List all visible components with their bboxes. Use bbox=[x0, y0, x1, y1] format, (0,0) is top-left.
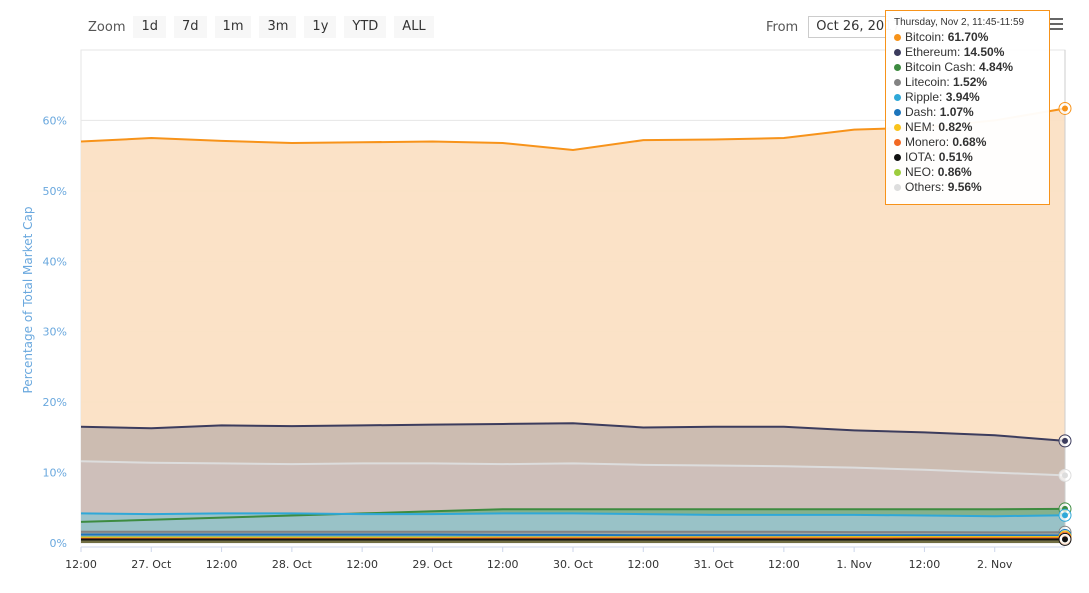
axes: 0% 10% 20% 30% 40% 50% 60% Percentage of Total … bbox=[21, 114, 1065, 571]
tooltip-series-name: Dash bbox=[905, 105, 934, 119]
from-label: From bbox=[766, 19, 799, 35]
tooltip: Thursday, Nov 2, 11:45-11:59 Bitcoin: 61… bbox=[885, 10, 1050, 205]
line-dash bbox=[81, 533, 1066, 537]
zoom-toolbar: Zoom 1d 7d 1m 3m 1y YTD ALL bbox=[88, 16, 442, 38]
legend-dot-icon bbox=[894, 139, 901, 146]
x-tick-label: 12:00 bbox=[909, 558, 941, 571]
x-tick-label: 28. Oct bbox=[272, 558, 313, 571]
x-tick-label: 12:00 bbox=[65, 558, 97, 571]
zoom-1d-button[interactable]: 1d bbox=[133, 16, 167, 38]
x-tick-label: 1. Nov bbox=[836, 558, 872, 571]
tooltip-row-others: Others: 9.56% bbox=[894, 180, 1041, 195]
tooltip-row-neo: NEO: 0.86% bbox=[894, 165, 1041, 180]
x-tick-label: 2. Nov bbox=[977, 558, 1013, 571]
tooltip-series-name: Bitcoin bbox=[905, 30, 942, 44]
x-tick-label: 12:00 bbox=[487, 558, 519, 571]
tooltip-series-name: Bitcoin Cash bbox=[905, 60, 973, 74]
tooltip-series-value: 1.52% bbox=[953, 75, 988, 89]
tooltip-row-ethereum: Ethereum: 14.50% bbox=[894, 45, 1041, 60]
tooltip-series-name: IOTA bbox=[905, 150, 933, 164]
zoom-3m-button[interactable]: 3m bbox=[259, 16, 297, 38]
tooltip-series-value: 14.50% bbox=[963, 45, 1005, 59]
y-tick-label: 50% bbox=[43, 185, 67, 198]
legend-dot-icon bbox=[894, 49, 901, 56]
line-litecoin bbox=[81, 530, 1066, 534]
tooltip-series-value: 9.56% bbox=[947, 180, 982, 194]
tooltip-row-dash: Dash: 1.07% bbox=[894, 105, 1041, 120]
tooltip-row-bitcoin: Bitcoin: 61.70% bbox=[894, 30, 1041, 45]
tooltip-series-value: 0.51% bbox=[938, 150, 973, 164]
y-axis-title: Percentage of Total Market Cap bbox=[21, 207, 35, 394]
line-ethereum bbox=[80, 422, 1066, 442]
x-tick-label: 12:00 bbox=[768, 558, 800, 571]
x-tick-label: 27. Oct bbox=[131, 558, 172, 571]
tooltip-series-name: Litecoin bbox=[905, 75, 947, 89]
line-others bbox=[80, 460, 1066, 477]
legend-dot-icon bbox=[894, 169, 901, 176]
point-marker-core bbox=[1062, 105, 1068, 112]
x-tick-label: 12:00 bbox=[346, 558, 378, 571]
tooltip-row-monero: Monero: 0.68% bbox=[894, 135, 1041, 150]
legend-dot-icon bbox=[894, 34, 901, 41]
zoom-label: Zoom bbox=[88, 19, 126, 35]
tooltip-series-value: 0.68% bbox=[952, 135, 987, 149]
tooltip-series-value: 0.86% bbox=[937, 165, 972, 179]
y-tick-label: 10% bbox=[43, 467, 67, 480]
x-tick-label: 12:00 bbox=[627, 558, 659, 571]
hamburger-menu-icon[interactable] bbox=[1049, 18, 1063, 32]
tooltip-series-name: Ripple bbox=[905, 90, 940, 104]
tooltip-row-bitcoin-cash: Bitcoin Cash: 4.84% bbox=[894, 60, 1041, 75]
date-range-from: From Oct 26, 2017 bbox=[766, 16, 945, 38]
line-ripple bbox=[80, 512, 1066, 518]
tooltip-series-value: 3.94% bbox=[945, 90, 980, 104]
legend-dot-icon bbox=[894, 184, 901, 191]
y-tick-label: 60% bbox=[43, 114, 67, 127]
legend-dot-icon bbox=[894, 64, 901, 71]
legend-dot-icon bbox=[894, 154, 901, 161]
tooltip-row-ripple: Ripple: 3.94% bbox=[894, 90, 1041, 105]
zoom-7d-button[interactable]: 7d bbox=[174, 16, 207, 38]
y-tick-label: 30% bbox=[43, 326, 67, 339]
tooltip-series-name: NEM bbox=[905, 120, 932, 134]
y-tick-label: 0% bbox=[50, 537, 67, 550]
zoom-ytd-button[interactable]: YTD bbox=[344, 16, 387, 38]
tooltip-series-name: NEO bbox=[905, 165, 932, 179]
tooltip-series-value: 1.07% bbox=[939, 105, 974, 119]
x-tick-label: 12:00 bbox=[206, 558, 238, 571]
y-tick-label: 40% bbox=[43, 255, 67, 268]
tooltip-series-value: 0.82% bbox=[938, 120, 973, 134]
zoom-all-button[interactable]: ALL bbox=[394, 16, 434, 38]
y-tick-label: 20% bbox=[43, 396, 67, 409]
legend-dot-icon bbox=[894, 94, 901, 101]
legend-dot-icon bbox=[894, 124, 901, 131]
tooltip-time: Thursday, Nov 2, 11:45-11:59 bbox=[894, 17, 1025, 28]
tooltip-series-value: 61.70% bbox=[947, 30, 989, 44]
point-marker-core bbox=[1062, 512, 1068, 519]
x-tick-label: 31. Oct bbox=[694, 558, 735, 571]
point-marker-core bbox=[1062, 472, 1068, 479]
tooltip-row-iota: IOTA: 0.51% bbox=[894, 150, 1041, 165]
tooltip-row-nem: NEM: 0.82% bbox=[894, 120, 1041, 135]
x-tick-label: 29. Oct bbox=[412, 558, 453, 571]
hover-markers bbox=[1058, 50, 1072, 546]
zoom-1m-button[interactable]: 1m bbox=[214, 16, 252, 38]
tooltip-series-name: Ethereum bbox=[905, 45, 958, 59]
zoom-1y-button[interactable]: 1y bbox=[304, 16, 337, 38]
legend-dot-icon bbox=[894, 79, 901, 86]
line-bitcoin-cash bbox=[80, 507, 1066, 523]
point-marker-core bbox=[1062, 437, 1068, 444]
legend-dot-icon bbox=[894, 109, 901, 116]
tooltip-series-value: 4.84% bbox=[979, 60, 1014, 74]
tooltip-row-litecoin: Litecoin: 1.52% bbox=[894, 75, 1041, 90]
tooltip-series-name: Others bbox=[905, 180, 942, 194]
tooltip-series-name: Monero bbox=[905, 135, 946, 149]
point-marker-core bbox=[1062, 536, 1068, 543]
tooltip-rows: Bitcoin: 61.70% Ethereum: 14.50% Bitcoin C… bbox=[894, 30, 1041, 195]
x-tick-label: 30. Oct bbox=[553, 558, 594, 571]
